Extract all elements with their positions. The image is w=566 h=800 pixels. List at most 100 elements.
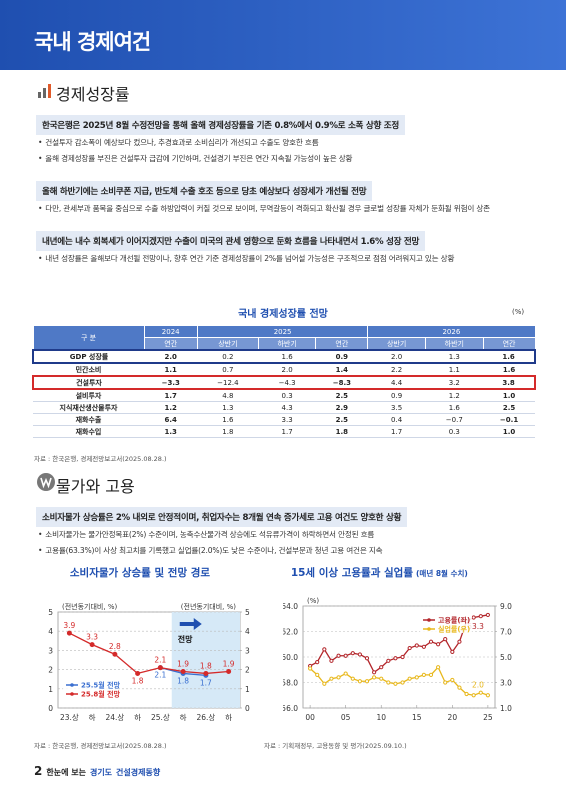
table-cell: 1.7	[367, 425, 426, 438]
table-cell: 2.0	[367, 349, 426, 364]
table-cell: 1.6	[483, 349, 536, 364]
table-row: 지식재산생산물투자 1.2 1.3 4.3 2.9 3.5 1.6 2.5	[33, 401, 535, 414]
data-point	[407, 676, 412, 681]
table-cell: 3.2	[425, 375, 484, 390]
table-cell: 1.3	[144, 425, 198, 438]
data-label: 1.7	[200, 678, 212, 687]
legend-bg	[420, 615, 472, 624]
data-point	[180, 669, 186, 675]
subheader-cell: 연간	[315, 337, 369, 351]
table-source: 자료 : 한국은행, 경제전망보고서(2025.08.28.)	[34, 455, 167, 463]
data-point	[379, 676, 384, 681]
table-row: 건설투자 −3.3 −12.4 −4.3 −8.3 4.4 3.2 3.8	[32, 375, 536, 390]
chart-source: 자료 : 기획재정부, 고용동향 및 평가(2025.09.10.)	[264, 742, 407, 750]
table-cell: 0.4	[367, 413, 426, 426]
data-point	[471, 693, 476, 698]
section-title: 물가와 고용	[36, 472, 536, 497]
table-cell: 1.6	[197, 413, 259, 426]
data-point	[400, 680, 405, 685]
y2-tick-label: 5	[245, 608, 250, 617]
data-point	[315, 660, 320, 665]
data-label: 2.1	[154, 671, 166, 680]
icon-shape	[43, 88, 46, 98]
forecast-shade	[171, 612, 240, 708]
table-cell: 2.5	[315, 413, 368, 426]
y-tick-label: 5	[48, 608, 53, 617]
table-row: 설비투자 1.7 4.8 0.3 2.5 0.9 1.2 1.0	[33, 389, 535, 402]
y2-tick-label: 0	[245, 704, 250, 713]
subheader-cell: 연간	[143, 337, 198, 351]
data-point	[315, 672, 320, 677]
data-point	[89, 642, 95, 648]
x-tick-label: 24.상	[105, 712, 124, 722]
data-point	[203, 670, 209, 676]
row-label: 재화수출	[33, 413, 144, 426]
series-line	[309, 666, 489, 696]
data-point	[471, 615, 476, 620]
data-label: 63.3	[467, 622, 484, 631]
data-point	[226, 669, 232, 675]
header-cell: 2026	[367, 325, 536, 338]
x-tick-label: 20	[448, 713, 458, 722]
table-cell: 6.4	[144, 413, 198, 426]
bullet: 건설투자 감소폭이 예상보다 컸으나, 추경효과로 소비심리가 개선되고 수출도…	[36, 135, 536, 151]
data-point	[428, 672, 434, 677]
legend-bg	[420, 624, 472, 633]
y2-tick-label: 3.0	[500, 679, 512, 688]
table-cell: 3.3	[258, 413, 316, 426]
data-point	[443, 637, 448, 642]
table-cell: 1.1	[425, 363, 484, 377]
data-point	[421, 672, 426, 677]
data-point	[457, 639, 462, 644]
bullet: 내년 성장률은 올해보다 개선될 전망이나, 향후 연간 기준 경제성장률이 2…	[36, 251, 536, 267]
chart-subtitle: (매년 8월 수치)	[416, 568, 468, 578]
header-cell: 2025	[196, 325, 369, 338]
table-cell: 1.0	[483, 425, 535, 438]
data-point	[436, 665, 441, 670]
header-cell: 구 분	[32, 325, 145, 351]
data-point	[135, 670, 141, 676]
y-tick-label: 56.0	[283, 704, 298, 713]
table-cell: 4.4	[367, 375, 426, 390]
table-row: 민간소비 1.1 0.7 2.0 1.4 2.2 1.1 1.6	[33, 363, 535, 377]
data-label: 2.8	[109, 642, 121, 651]
data-point	[372, 675, 377, 680]
y-axis-label: (전년동기대비, %)	[62, 602, 117, 611]
table-cell: 0.9	[315, 349, 368, 364]
y2-tick-label: 7.0	[500, 628, 512, 637]
header-title: 국내 경제여건	[34, 30, 151, 54]
data-point	[400, 654, 405, 660]
data-point	[478, 690, 483, 695]
y2-tick-label: 5.0	[500, 653, 512, 662]
y2-tick-label: 3	[245, 646, 250, 655]
legend-label: 25.8월 전망	[81, 690, 121, 699]
table-cell: 2.0	[144, 349, 198, 364]
data-point	[414, 643, 419, 648]
table-cell: 4.3	[258, 401, 316, 414]
growth-table: 구 분 2024 2025 2026 연간 상반기 하반기 연간 상반기 하반기 연간 GDP 성장률…	[32, 325, 536, 438]
legend-bg	[63, 689, 115, 698]
bullet: 소비자물가는 물가안정목표(2%) 수준이며, 농축수산물가격 상승에도 석유류…	[36, 527, 536, 543]
data-label: 1.8	[200, 661, 212, 670]
table-cell: 1.6	[425, 401, 484, 414]
data-point	[407, 645, 412, 651]
data-point	[350, 651, 355, 656]
data-point	[421, 644, 426, 649]
block: 한국은행은 2025년 8월 수정전망을 통해 올해 경제성장률을 기존 0.8…	[36, 113, 536, 167]
section-icon	[37, 473, 55, 491]
table-cell: −3.3	[144, 375, 198, 390]
data-point	[436, 642, 441, 647]
table-cell: 4.8	[197, 389, 259, 402]
data-point	[379, 665, 384, 670]
table-cell: 0.3	[425, 425, 484, 438]
legend-label: 고용률(좌)	[438, 616, 470, 625]
y-tick-label: 3	[48, 646, 53, 655]
table-cell: −0.1	[483, 413, 535, 426]
icon-shape	[48, 84, 51, 98]
footer-text: 한눈에 보는	[46, 768, 86, 777]
table-cell: 1.3	[425, 349, 484, 364]
data-label: 2.1	[154, 656, 166, 665]
footer: 2 한눈에 보는 경기도 건설경제동향	[34, 764, 160, 778]
data-label: 3.9	[63, 621, 75, 630]
